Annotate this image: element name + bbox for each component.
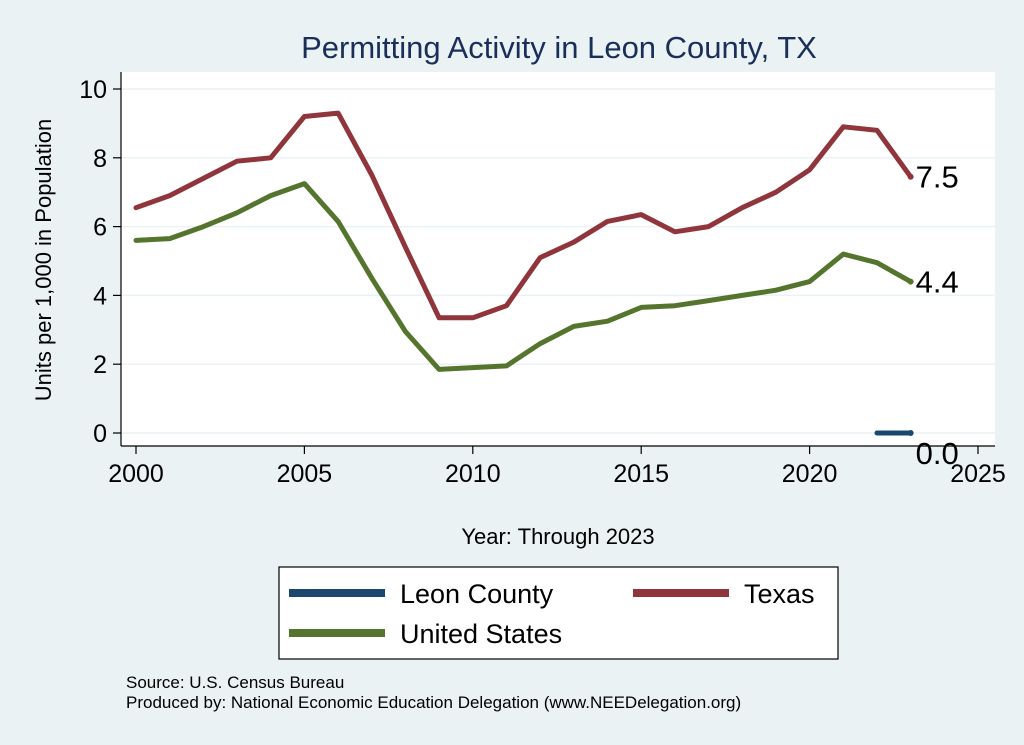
legend-box — [278, 566, 839, 660]
legend-label-united-states: United States — [400, 619, 562, 649]
legend-label-texas: Texas — [744, 579, 815, 609]
series-end-labels: 0.0 7.5 4.4 — [916, 160, 959, 471]
end-label-united-states: 4.4 — [916, 265, 959, 300]
series-end-point-texas — [907, 173, 914, 180]
end-label-leon-county: 0.0 — [916, 436, 959, 471]
series-end-point-united-states — [907, 278, 914, 285]
y-tick-label-4: 4 — [93, 282, 107, 310]
x-tick-label-2010: 2010 — [445, 460, 501, 488]
y-axis-ticks: 0 2 4 6 8 10 — [79, 76, 121, 448]
plot-area — [121, 72, 995, 446]
y-axis-label: Units per 1,000 in Population — [31, 119, 56, 402]
y-tick-label-2: 2 — [93, 351, 107, 379]
end-label-texas: 7.5 — [916, 160, 959, 195]
y-tick-label-0: 0 — [93, 420, 107, 448]
x-tick-label-2000: 2000 — [108, 460, 164, 488]
y-tick-label-10: 10 — [79, 76, 107, 104]
series-end-point-leon-county — [907, 430, 914, 436]
producer-note: Produced by: National Economic Education… — [126, 693, 741, 712]
y-tick-label-8: 8 — [93, 145, 107, 173]
chart-title: Permitting Activity in Leon County, TX — [301, 30, 817, 65]
x-tick-label-2020: 2020 — [782, 460, 838, 488]
legend: Leon County Texas United States — [278, 566, 839, 660]
x-axis-ticks: 2000 2005 2010 2015 2020 2025 — [108, 446, 1006, 488]
series-line-united-states — [133, 181, 914, 372]
series-lines — [133, 110, 914, 436]
legend-label-leon-county: Leon County — [400, 579, 554, 609]
x-tick-label-2005: 2005 — [277, 460, 333, 488]
x-axis-label: Year: Through 2023 — [461, 524, 654, 549]
x-tick-label-2015: 2015 — [613, 460, 669, 488]
y-tick-label-6: 6 — [93, 214, 107, 242]
series-line-texas — [133, 110, 914, 321]
source-note: Source: U.S. Census Bureau — [126, 673, 344, 692]
x-tick-label-2025: 2025 — [950, 460, 1006, 488]
